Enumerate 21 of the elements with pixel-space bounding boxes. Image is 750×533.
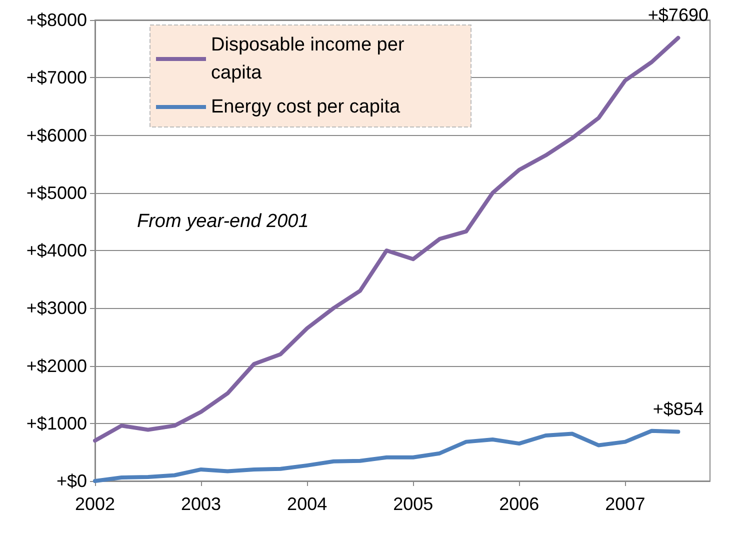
y-tick-label: +$4000 — [26, 240, 87, 260]
y-tick-label: +$1000 — [26, 413, 87, 434]
x-tick-label: 2005 — [393, 494, 434, 514]
y-tick-label: +$7000 — [26, 68, 87, 88]
line-series — [93, 428, 680, 483]
y-tick-label: +$3000 — [26, 298, 87, 318]
legend-label: Energy cost per capita — [211, 96, 400, 118]
annotation: +$7690 — [648, 4, 708, 25]
y-tick-label: +$8000 — [26, 10, 87, 30]
y-tick-label: +$0 — [56, 471, 87, 491]
x-tick-label: 2006 — [499, 494, 540, 514]
y-tick-label: +$2000 — [26, 356, 87, 376]
annotation: From year-end 2001 — [137, 211, 309, 232]
x-tick-label: 2004 — [287, 494, 328, 514]
x-tick-label: 2007 — [605, 494, 646, 514]
x-tick-label: 2003 — [181, 494, 222, 514]
annotation: +$854 — [652, 398, 704, 419]
legend-label: Disposable income per capita — [211, 34, 410, 84]
x-tick-label: 2002 — [74, 494, 116, 514]
y-tick-label: +$6000 — [26, 125, 87, 146]
y-tick-label: +$5000 — [26, 182, 87, 203]
